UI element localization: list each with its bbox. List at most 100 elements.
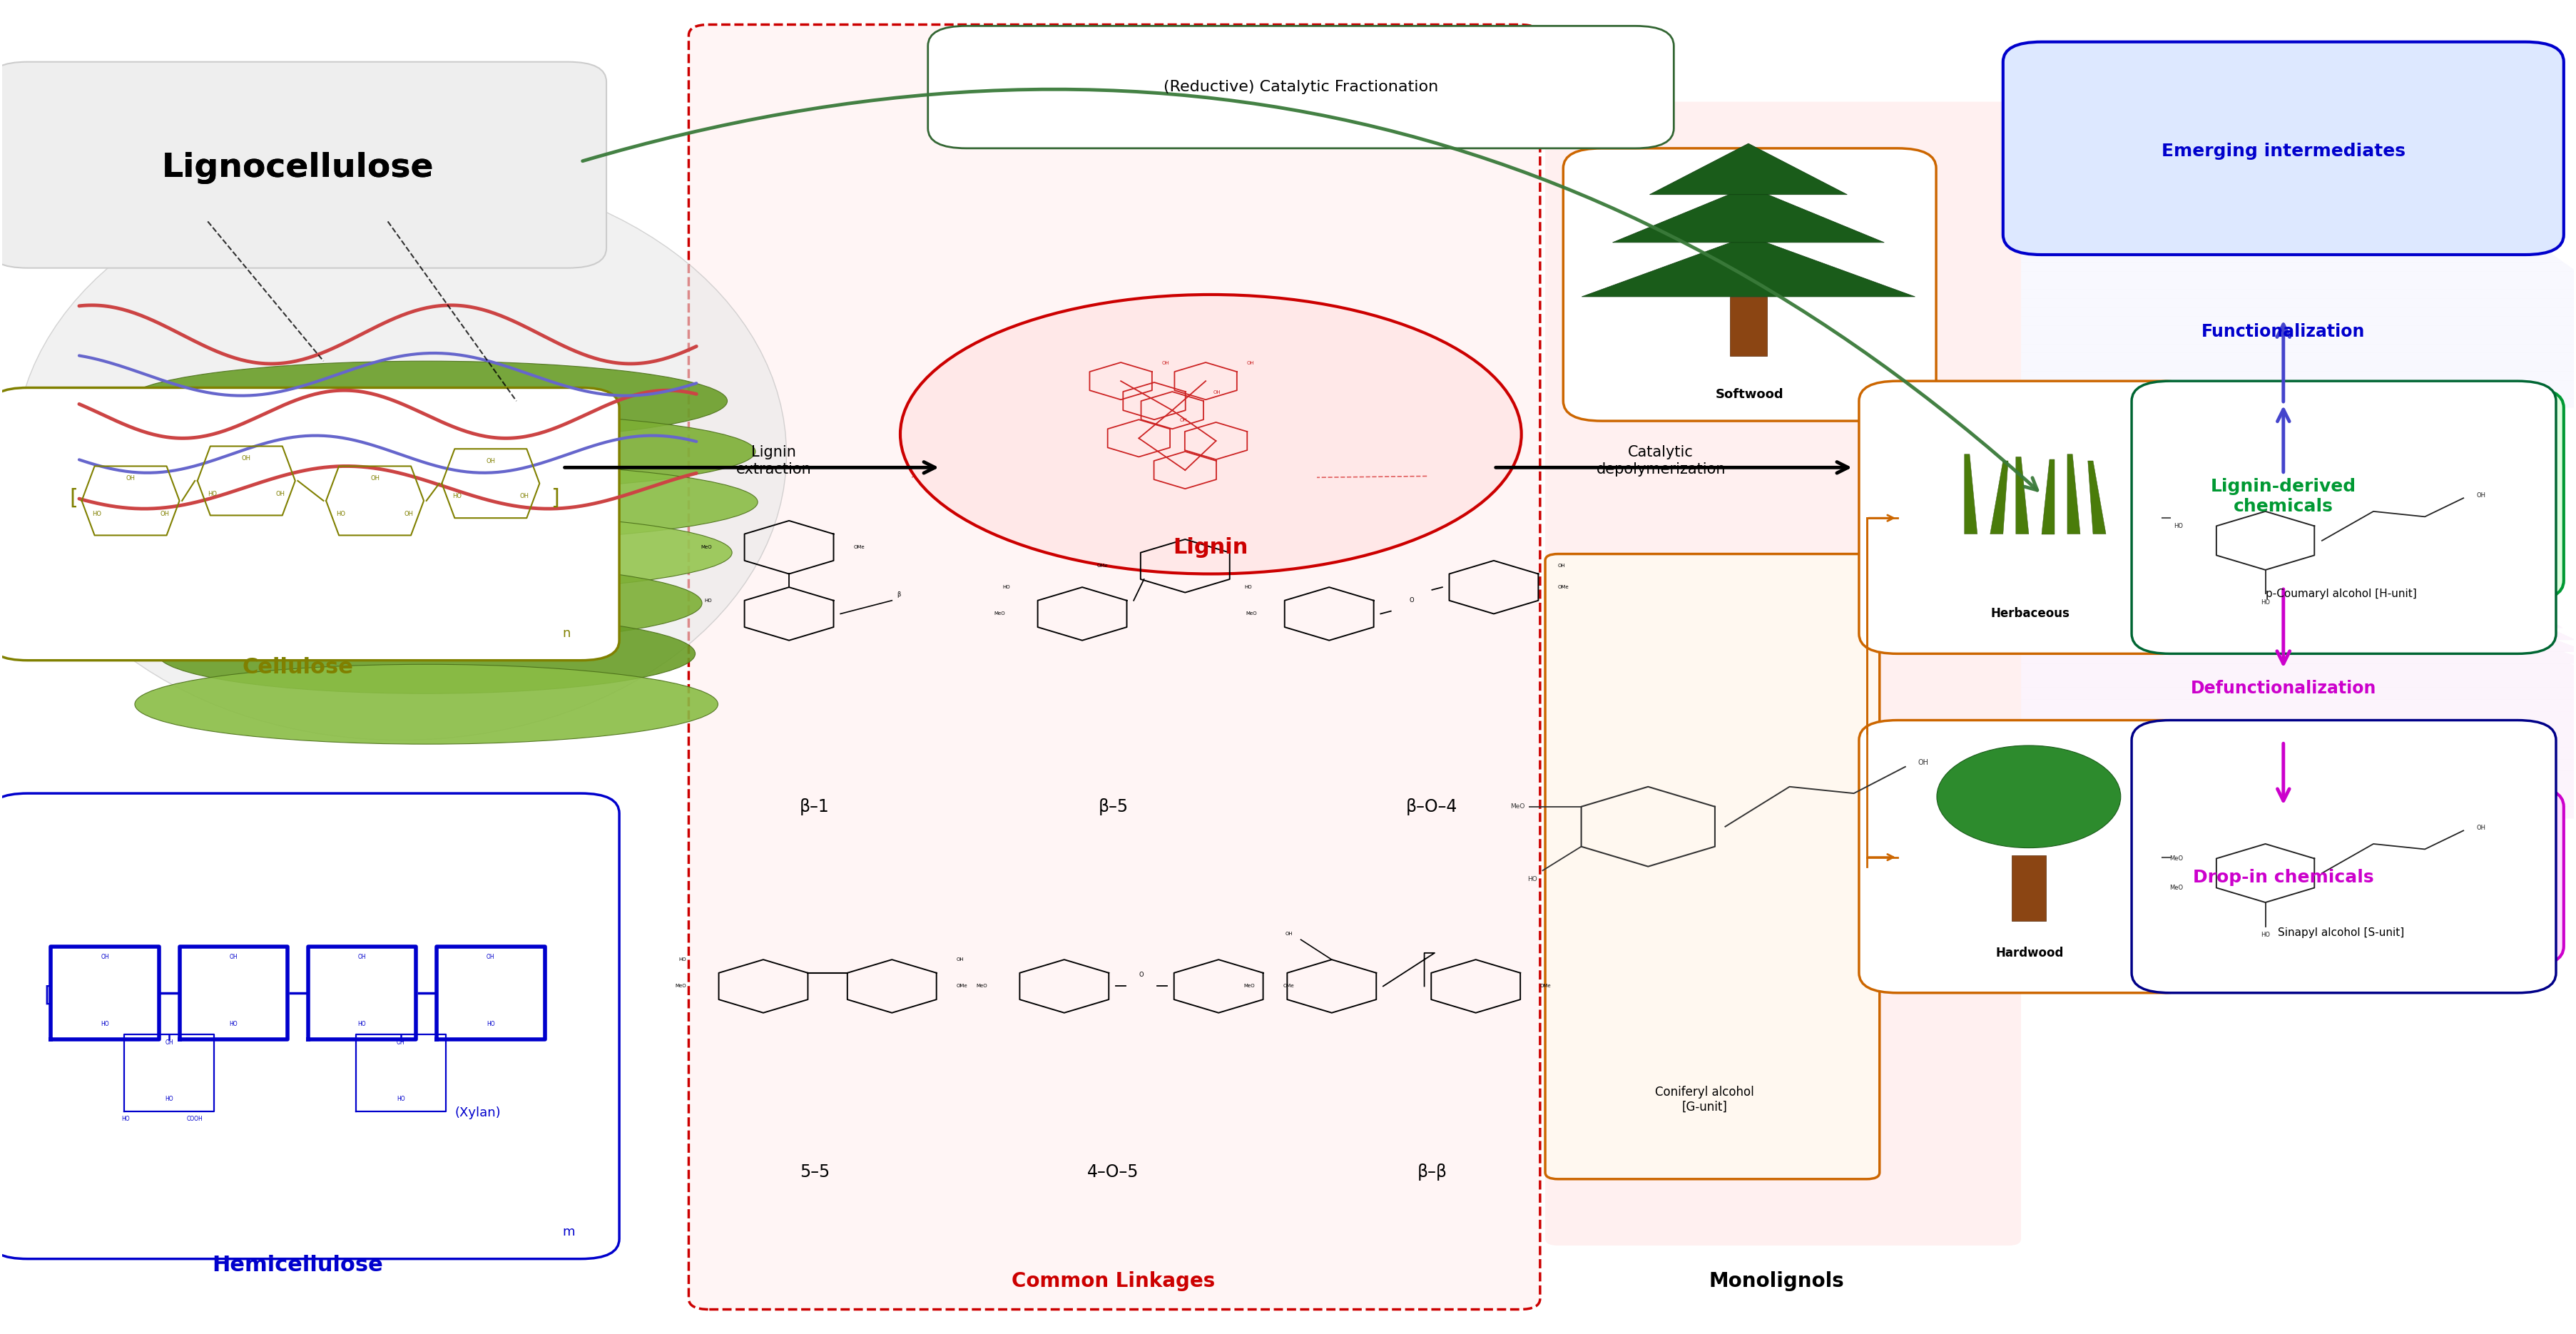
Text: OH: OH (404, 511, 415, 516)
FancyBboxPatch shape (0, 61, 605, 268)
Ellipse shape (134, 664, 719, 744)
Text: Drop-in chemicals: Drop-in chemicals (2192, 868, 2375, 886)
Polygon shape (1850, 759, 2576, 771)
Text: OH: OH (2476, 824, 2486, 831)
Text: β–O–4: β–O–4 (1406, 798, 1458, 815)
Text: Lignin: Lignin (1172, 538, 1249, 558)
Text: p-Coumaryl alcohol [H-unit]: p-Coumaryl alcohol [H-unit] (2267, 588, 2416, 599)
Polygon shape (1582, 236, 1914, 296)
Polygon shape (1801, 807, 2576, 819)
Text: OMe: OMe (1283, 984, 1293, 988)
Text: OMe: OMe (1097, 564, 1108, 568)
Text: HO: HO (1002, 586, 1010, 590)
Polygon shape (1731, 296, 1767, 356)
Text: OMe: OMe (956, 984, 969, 988)
Text: [: [ (70, 488, 77, 508)
Polygon shape (1940, 676, 2576, 687)
Ellipse shape (121, 512, 732, 592)
Polygon shape (1850, 362, 2576, 371)
Text: MeO: MeO (1510, 803, 1525, 810)
Text: HO: HO (209, 491, 216, 498)
FancyBboxPatch shape (0, 794, 618, 1259)
Text: Monolignols: Monolignols (1708, 1271, 1844, 1291)
Text: HO: HO (165, 1095, 173, 1102)
Ellipse shape (157, 614, 696, 694)
Polygon shape (1839, 771, 2576, 783)
Polygon shape (1965, 454, 1978, 534)
Text: OH: OH (487, 458, 495, 464)
Text: HO: HO (229, 1021, 237, 1027)
Text: OH: OH (1247, 360, 1255, 366)
Text: OMe: OMe (1540, 984, 1551, 988)
Text: Hardwood: Hardwood (1996, 947, 2063, 959)
Text: HO: HO (677, 958, 685, 962)
Text: HO: HO (358, 1021, 366, 1027)
Text: HO: HO (1244, 586, 1252, 590)
Text: [: [ (44, 986, 52, 1006)
Text: OH: OH (1180, 418, 1188, 423)
Text: Hemicellulose: Hemicellulose (211, 1255, 384, 1275)
Text: HO: HO (93, 511, 100, 516)
Text: OH: OH (100, 954, 108, 960)
Polygon shape (1901, 325, 2576, 335)
Text: β–1: β–1 (801, 798, 829, 815)
Text: Herbaceous: Herbaceous (1991, 607, 2069, 620)
Polygon shape (1953, 664, 2576, 676)
Polygon shape (1814, 795, 2576, 807)
Polygon shape (1875, 735, 2576, 747)
Text: HO: HO (2174, 523, 2182, 530)
Polygon shape (2004, 253, 2563, 261)
Text: OH: OH (487, 954, 495, 960)
Polygon shape (2017, 244, 2550, 253)
FancyBboxPatch shape (1546, 554, 1880, 1179)
Text: (Xylan): (Xylan) (456, 1106, 500, 1119)
Text: Functionalization: Functionalization (2202, 323, 2365, 340)
Polygon shape (1801, 399, 2576, 408)
FancyBboxPatch shape (2004, 388, 2563, 600)
Polygon shape (1965, 652, 2576, 664)
Text: HO: HO (2262, 931, 2269, 938)
Text: O: O (1139, 971, 1144, 978)
Ellipse shape (98, 412, 755, 491)
Polygon shape (1814, 390, 2576, 399)
Text: 5–5: 5–5 (799, 1163, 829, 1181)
Polygon shape (2004, 616, 2563, 628)
Text: MeO: MeO (2169, 855, 2182, 862)
Text: β: β (896, 591, 902, 598)
Text: OH: OH (229, 954, 237, 960)
Polygon shape (2017, 604, 2550, 616)
FancyBboxPatch shape (688, 24, 1540, 1310)
Polygon shape (1953, 289, 2576, 299)
Text: OMe: OMe (853, 546, 866, 550)
FancyBboxPatch shape (1860, 720, 2200, 992)
Text: Emerging intermediates: Emerging intermediates (2161, 143, 2406, 160)
Text: OH: OH (276, 491, 286, 498)
Polygon shape (1839, 371, 2576, 380)
Polygon shape (1978, 271, 2576, 280)
FancyBboxPatch shape (2004, 41, 2563, 255)
Text: MeO: MeO (2169, 884, 2182, 891)
Polygon shape (1826, 380, 2576, 390)
Text: ]: ] (551, 488, 559, 508)
Ellipse shape (126, 362, 726, 442)
Text: β–5: β–5 (1097, 798, 1128, 815)
Text: HO: HO (1528, 876, 1538, 882)
FancyBboxPatch shape (927, 25, 1674, 148)
Polygon shape (2043, 459, 2056, 534)
Text: Sinapyl alcohol [S-unit]: Sinapyl alcohol [S-unit] (2277, 927, 2403, 938)
Polygon shape (1978, 640, 2576, 652)
Text: (Reductive) Catalytic Fractionation: (Reductive) Catalytic Fractionation (1164, 80, 1437, 95)
Polygon shape (1965, 280, 2576, 289)
Polygon shape (2043, 225, 2524, 235)
Text: Lignocellulose: Lignocellulose (162, 152, 433, 184)
Text: COOH: COOH (188, 1117, 204, 1122)
Text: HO: HO (100, 1021, 108, 1027)
Polygon shape (2030, 592, 2537, 604)
Text: MeO: MeO (1247, 612, 1257, 616)
Polygon shape (1875, 344, 2576, 354)
Text: MeO: MeO (701, 546, 711, 550)
Text: MeO: MeO (976, 984, 987, 988)
Text: MeO: MeO (675, 984, 685, 988)
Text: HO: HO (121, 1117, 129, 1122)
Text: HO: HO (337, 511, 345, 516)
